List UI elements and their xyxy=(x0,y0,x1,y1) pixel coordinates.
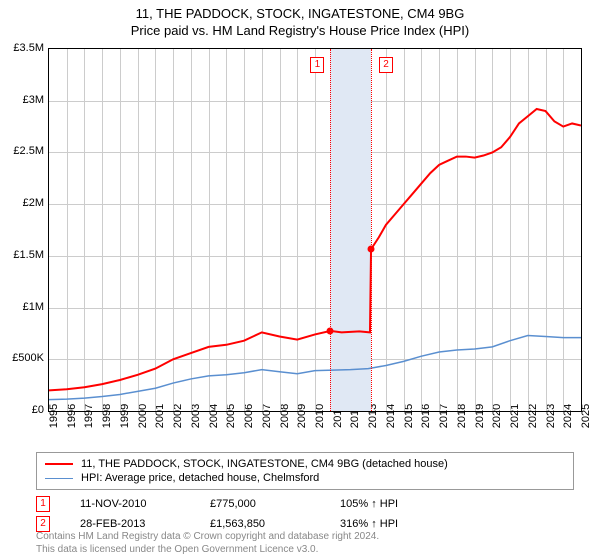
series-line-hpi_chelmsford xyxy=(49,335,581,399)
sale-detail-badge: 2 xyxy=(36,516,50,532)
y-axis-tick-label: £3M xyxy=(0,94,44,106)
legend-row: HPI: Average price, detached house, Chel… xyxy=(45,471,565,485)
legend-swatch xyxy=(45,478,73,479)
y-axis-tick-label: £1.5M xyxy=(0,249,44,261)
legend: 11, THE PADDOCK, STOCK, INGATESTONE, CM4… xyxy=(36,452,574,490)
chart-lines xyxy=(49,49,581,411)
y-axis-tick-label: £3.5M xyxy=(0,42,44,54)
y-axis-tick-label: £2.5M xyxy=(0,145,44,157)
y-axis-tick-label: £500K xyxy=(0,352,44,364)
sale-dot xyxy=(368,246,375,253)
footer-attribution: Contains HM Land Registry data © Crown c… xyxy=(36,531,379,556)
sale-detail-row: 1 11-NOV-2010 £775,000 105% ↑ HPI xyxy=(36,494,440,514)
sale-detail-date: 11-NOV-2010 xyxy=(80,498,180,510)
sale-marker-badge: 1 xyxy=(310,57,324,73)
sale-detail-price: £775,000 xyxy=(210,498,310,510)
sale-marker-rows: 1 11-NOV-2010 £775,000 105% ↑ HPI 2 28-FEB-20… xyxy=(36,494,440,534)
legend-label: HPI: Average price, detached house, Chel… xyxy=(81,472,319,484)
chart-title: 11, THE PADDOCK, STOCK, INGATESTONE, CM4… xyxy=(0,0,600,40)
title-line-1: 11, THE PADDOCK, STOCK, INGATESTONE, CM4… xyxy=(0,6,600,23)
plot-area: 12 xyxy=(48,48,582,412)
sale-marker-line xyxy=(330,49,331,411)
sale-marker-line xyxy=(371,49,372,411)
title-line-2: Price paid vs. HM Land Registry's House … xyxy=(0,23,600,40)
series-line-address_price xyxy=(49,109,581,390)
sale-marker-badge: 2 xyxy=(379,57,393,73)
sale-dot xyxy=(327,327,334,334)
footer-line-2: This data is licensed under the Open Gov… xyxy=(36,544,379,557)
chart-container: 11, THE PADDOCK, STOCK, INGATESTONE, CM4… xyxy=(0,0,600,560)
y-axis-tick-label: £0 xyxy=(0,404,44,416)
footer-line-1: Contains HM Land Registry data © Crown c… xyxy=(36,531,379,544)
sale-detail-pct: 105% ↑ HPI xyxy=(340,498,440,510)
sale-detail-badge: 1 xyxy=(36,496,50,512)
legend-row: 11, THE PADDOCK, STOCK, INGATESTONE, CM4… xyxy=(45,457,565,471)
y-axis-tick-label: £2M xyxy=(0,197,44,209)
sale-detail-pct: 316% ↑ HPI xyxy=(340,518,440,530)
y-axis-tick-label: £1M xyxy=(0,301,44,313)
sale-detail-date: 28-FEB-2013 xyxy=(80,518,180,530)
legend-swatch xyxy=(45,463,73,465)
legend-label: 11, THE PADDOCK, STOCK, INGATESTONE, CM4… xyxy=(81,458,448,470)
sale-detail-price: £1,563,850 xyxy=(210,518,310,530)
